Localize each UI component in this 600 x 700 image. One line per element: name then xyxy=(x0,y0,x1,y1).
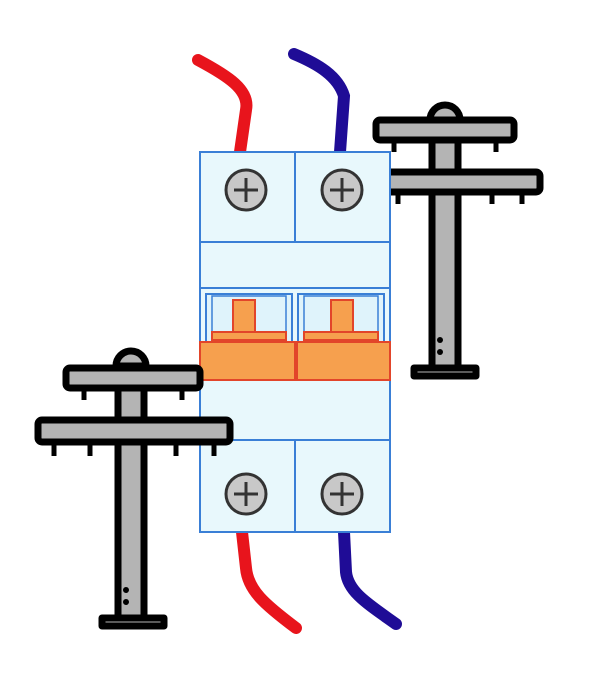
red-wire-icon xyxy=(192,54,253,158)
terminal-screw-icon xyxy=(320,168,364,212)
utility-pole-icon xyxy=(34,347,234,630)
breaker-lever-left xyxy=(199,293,296,381)
blue-wire-icon xyxy=(338,526,402,630)
terminal-screw-icon xyxy=(320,472,364,516)
double-pole-circuit-breaker-icon xyxy=(199,151,391,533)
red-wire-icon xyxy=(236,526,302,634)
terminal-screw-icon xyxy=(224,168,268,212)
utility-pole-icon xyxy=(372,101,544,380)
blue-wire-icon xyxy=(288,48,351,158)
terminal-screw-icon xyxy=(224,472,268,516)
breaker-lever-right xyxy=(296,293,391,381)
